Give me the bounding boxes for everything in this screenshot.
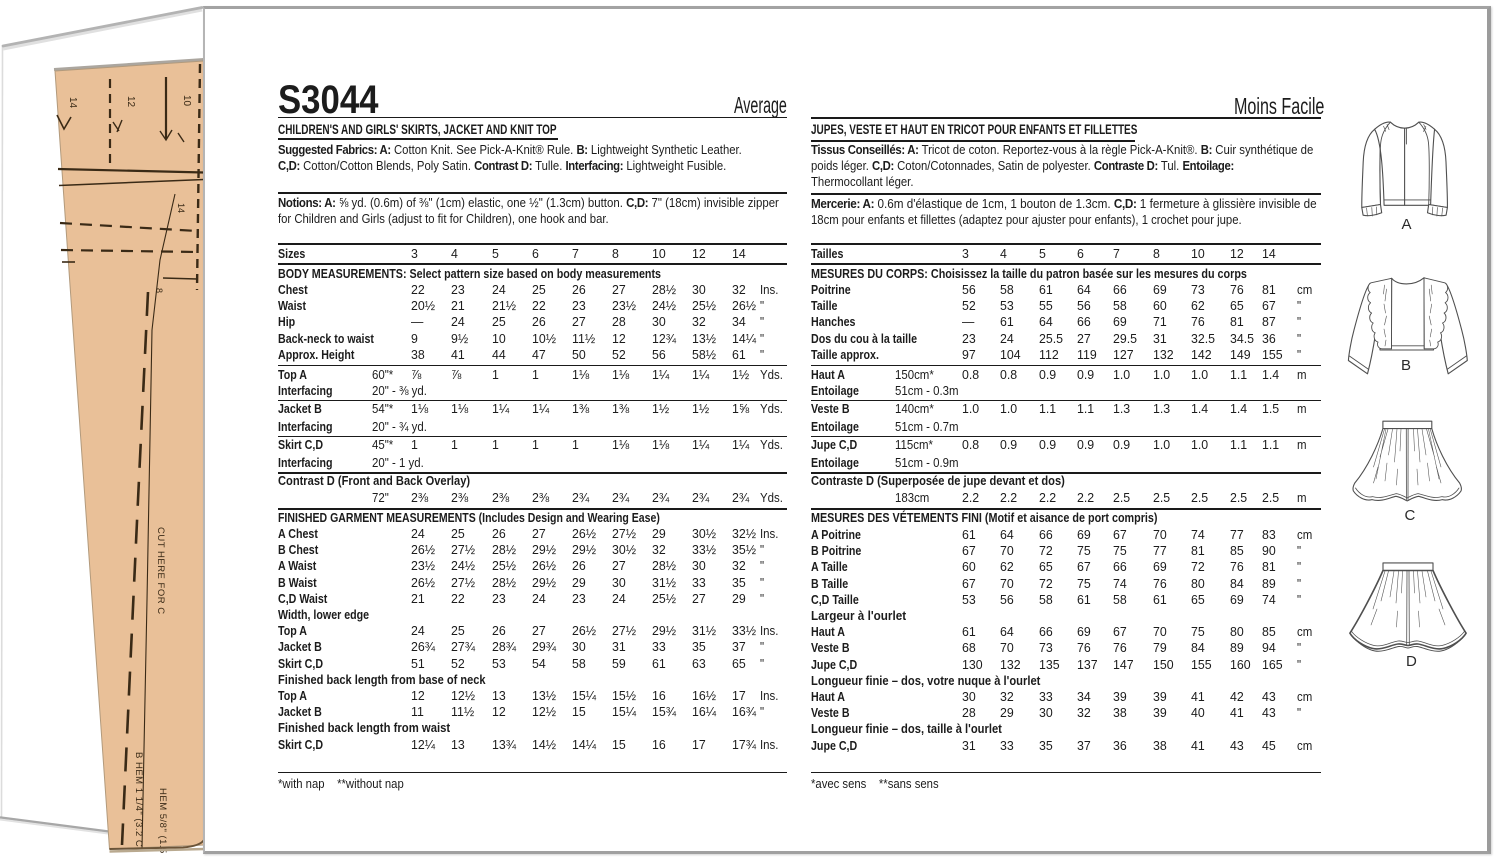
svg-text:A: A bbox=[1402, 216, 1412, 233]
svg-text:B: B bbox=[1401, 357, 1411, 374]
svg-text:12: 12 bbox=[125, 96, 136, 108]
svg-text:C: C bbox=[1405, 507, 1416, 524]
svg-text:CUT HERE FOR C: CUT HERE FOR C bbox=[155, 527, 166, 615]
svg-text:14: 14 bbox=[176, 203, 186, 213]
svg-text:10: 10 bbox=[181, 95, 192, 107]
svg-text:D: D bbox=[1406, 653, 1417, 670]
svg-text:HEM 5/8" (1.5: HEM 5/8" (1.5 bbox=[157, 788, 168, 854]
svg-text:8: 8 bbox=[154, 288, 164, 293]
svg-text:14: 14 bbox=[67, 97, 78, 109]
svg-text:B HEM 1 1/4" (3.2 C: B HEM 1 1/4" (3.2 C bbox=[133, 752, 144, 847]
